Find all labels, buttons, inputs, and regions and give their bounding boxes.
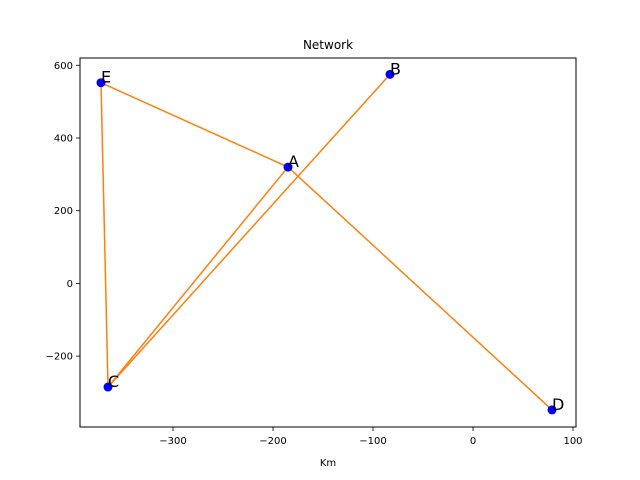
node-label-c: C [108,372,119,391]
node-b [385,69,395,79]
node-labels-layer: A B C D E [101,59,564,414]
y-tick-label: 200 [54,206,73,217]
x-axis: −300 −200 −100 0 100 [159,427,583,447]
edge-a-c [107,166,289,388]
edges-layer [100,73,553,411]
y-axis: −200 0 200 400 600 [46,61,80,363]
edge-c-e [100,82,109,388]
x-tick-label: 0 [470,436,476,447]
y-tick-label: 600 [54,61,73,72]
x-tick-label: −300 [159,436,186,447]
x-axis-title: Km [320,458,336,469]
x-tick-label: 100 [563,436,582,447]
chart-title: Network [303,38,353,52]
x-tick-label: −100 [359,436,386,447]
nodes-layer [96,69,557,415]
y-tick-label: −200 [46,352,73,363]
plot-frame [79,57,577,428]
node-c [103,382,113,392]
node-label-e: E [101,68,111,87]
node-label-a: A [288,152,299,171]
node-a [283,162,293,172]
y-tick-label: 400 [54,133,73,144]
node-e [96,78,106,88]
edge-a-d [287,166,553,411]
y-tick-label: 0 [67,279,73,290]
x-tick-label: −200 [259,436,286,447]
node-d [547,405,557,415]
node-label-b: B [390,59,401,78]
node-label-d: D [552,395,564,414]
edge-c-b [107,73,391,388]
edge-e-a [100,82,289,168]
